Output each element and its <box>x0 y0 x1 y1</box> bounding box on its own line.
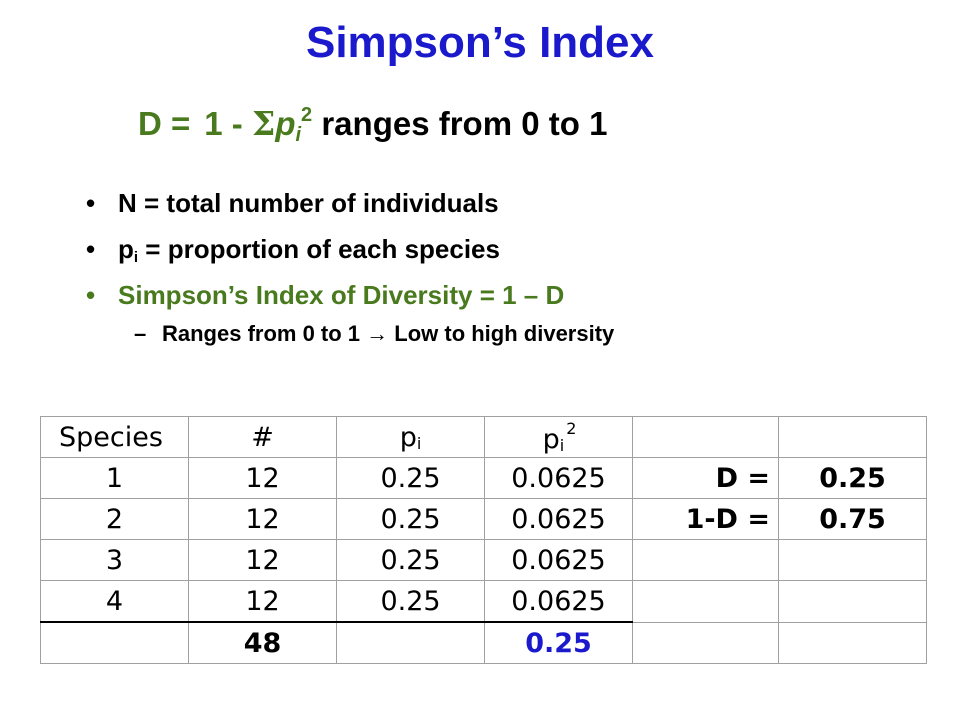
cell-p-squared: 0.0625 <box>484 539 633 581</box>
empty-cell <box>632 621 779 664</box>
formula-p: p <box>275 105 296 142</box>
header-p2-subscript: i <box>559 436 565 455</box>
bullet-item-n: • N = total number of individuals <box>86 180 564 226</box>
cell-p-squared: 0.0625 <box>484 498 633 540</box>
table-row: 1 12 0.25 0.0625 D = 0.25 <box>40 457 927 499</box>
table-row: 3 12 0.25 0.0625 <box>40 539 927 581</box>
cell-p: 0.25 <box>336 580 485 623</box>
cell-p-squared: 0.0625 <box>484 580 633 623</box>
simpson-formula: D = 1 - Σpi2 ranges from 0 to 1 <box>138 104 607 147</box>
d-label: D = <box>632 457 779 499</box>
empty-cell <box>632 416 779 458</box>
bullet-green-text: Simpson’s Index of Diversity <box>118 280 473 310</box>
cell-p-squared: 0.0625 <box>484 457 633 499</box>
formula-lhs: D = <box>138 105 191 142</box>
header-p-squared: pi2 <box>484 416 633 458</box>
empty-cell <box>778 416 927 458</box>
total-count: 48 <box>188 621 337 664</box>
sigma-symbol: Σ <box>251 104 276 143</box>
bullet-p: p <box>118 234 134 264</box>
table-total-row: 48 0.25 <box>40 621 927 664</box>
d-value: 0.25 <box>778 457 927 499</box>
bullet-text: = proportion of each species <box>138 234 500 264</box>
header-species: Species <box>40 416 189 458</box>
formula-superscript: 2 <box>301 104 313 126</box>
formula-rhs-prefix: 1 - <box>204 105 252 142</box>
bullet-p-subscript: i <box>133 249 139 266</box>
empty-cell <box>778 580 927 623</box>
table-header-row: Species # pi pi2 <box>40 416 927 458</box>
cell-species: 3 <box>40 539 189 581</box>
empty-cell <box>778 621 927 664</box>
empty-cell <box>632 580 779 623</box>
bullet-text: = 1 – D <box>472 280 565 310</box>
sub-bullet-dash: – <box>134 321 147 346</box>
empty-cell <box>336 621 485 664</box>
cell-count: 12 <box>188 457 337 499</box>
bullet-list: • N = total number of individuals • pi = p… <box>86 180 564 318</box>
empty-cell <box>40 621 189 664</box>
header-p: pi <box>336 416 485 458</box>
header-p-letter: p <box>399 421 417 453</box>
empty-cell <box>778 539 927 581</box>
cell-species: 1 <box>40 457 189 499</box>
species-table: Species # pi pi2 1 12 0.25 0.0625 D = 0.… <box>40 416 927 664</box>
cell-count: 12 <box>188 580 337 623</box>
slide-title: Simpson’s Index <box>305 18 654 67</box>
header-p-subscript: i <box>416 433 422 453</box>
bullet-item-diversity: • Simpson’s Index of Diversity = 1 – D <box>86 272 564 318</box>
bullet-dot: • <box>86 280 96 310</box>
sub-bullet-text: Ranges from 0 to 1 → Low to high diversi… <box>162 321 615 346</box>
header-p2-letter: p <box>542 424 560 455</box>
cell-species: 4 <box>40 580 189 623</box>
cell-count: 12 <box>188 498 337 540</box>
table-row: 4 12 0.25 0.0625 <box>40 580 927 623</box>
empty-cell <box>632 539 779 581</box>
sub-bullet-range: – Ranges from 0 to 1 → Low to high divers… <box>134 321 614 347</box>
bullet-text: N = total number of individuals <box>118 188 499 218</box>
formula-subscript: i <box>295 124 302 146</box>
total-p-squared: 0.25 <box>484 621 633 664</box>
bullet-dot: • <box>86 188 96 218</box>
formula-suffix: ranges from 0 to 1 <box>312 105 608 142</box>
bullet-item-pi: • pi = proportion of each species <box>86 226 564 272</box>
cell-p: 0.25 <box>336 498 485 540</box>
table-row: 2 12 0.25 0.0625 1-D = 0.75 <box>40 498 927 540</box>
cell-count: 12 <box>188 539 337 581</box>
bullet-dot: • <box>86 234 96 264</box>
header-p2-superscript: 2 <box>566 419 577 438</box>
header-count: # <box>188 416 337 458</box>
cell-p: 0.25 <box>336 539 485 581</box>
one-minus-d-value: 0.75 <box>778 498 927 540</box>
cell-p: 0.25 <box>336 457 485 499</box>
one-minus-d-label: 1-D = <box>632 498 779 540</box>
cell-species: 2 <box>40 498 189 540</box>
